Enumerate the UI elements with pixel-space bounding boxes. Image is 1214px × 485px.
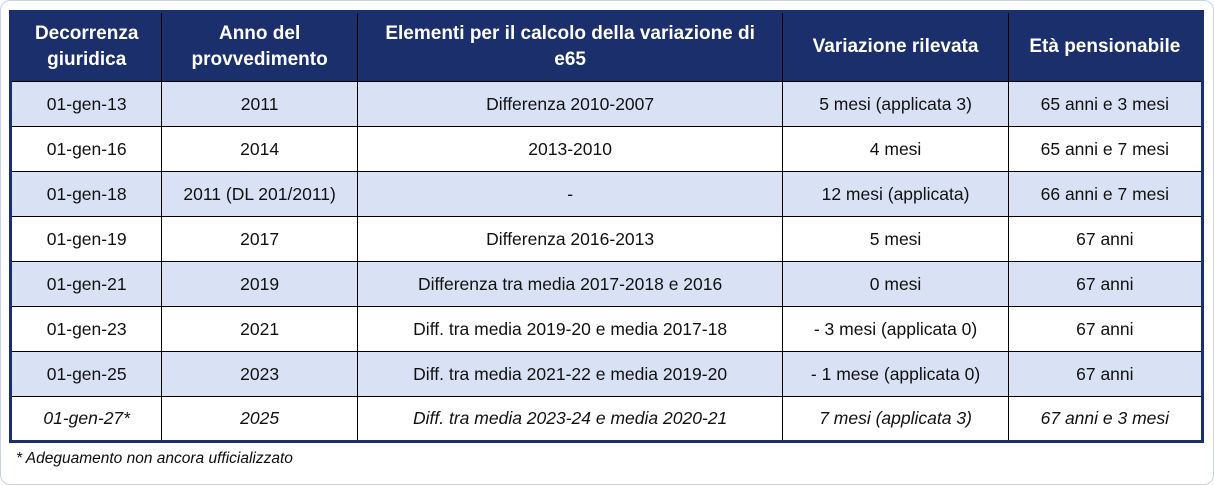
table-cell: - 1 mese (applicata 0) xyxy=(782,351,1009,397)
table-cell: 67 anni xyxy=(1007,261,1204,307)
table-cell: Differenza 2010-2007 xyxy=(356,81,784,127)
table-cell: 2021 xyxy=(161,306,358,352)
table-cell: 2023 xyxy=(161,351,358,397)
table-cell: Differenza 2016-2013 xyxy=(356,216,784,262)
table-cell: 67 anni e 3 mesi xyxy=(1007,396,1204,442)
table-body: 01-gen-13 2011 Differenza 2010-2007 5 me… xyxy=(9,81,1204,442)
table-cell: 01-gen-13 xyxy=(9,81,163,127)
table-cell: 2014 xyxy=(161,126,358,172)
table-cell: Diff. tra media 2023-24 e media 2020-21 xyxy=(356,396,784,442)
table-row: 01-gen-21 2019 Differenza tra media 2017… xyxy=(9,261,1204,307)
table-cell: 01-gen-18 xyxy=(9,171,163,217)
table-cell: Diff. tra media 2021-22 e media 2019-20 xyxy=(356,351,784,397)
table-cell: 2019 xyxy=(161,261,358,307)
table-cell: 12 mesi (applicata) xyxy=(782,171,1009,217)
table-cell: 2011 xyxy=(161,81,358,127)
table-cell: 01-gen-23 xyxy=(9,306,163,352)
footnote: * Adeguamento non ancora ufficializzato xyxy=(16,450,293,467)
table-row: 01-gen-27* 2025 Diff. tra media 2023-24 … xyxy=(9,396,1204,442)
table-cell: 2025 xyxy=(161,396,358,442)
table-cell: 2017 xyxy=(161,216,358,262)
table-cell: - xyxy=(356,171,784,217)
table-cell: 01-gen-16 xyxy=(9,126,163,172)
table-cell: 65 anni e 7 mesi xyxy=(1007,126,1204,172)
table-cell: 65 anni e 3 mesi xyxy=(1007,81,1204,127)
column-header-variazione: Variazione rilevata xyxy=(782,11,1009,82)
table-cell: 2013-2010 xyxy=(356,126,784,172)
table-row: 01-gen-16 2014 2013-2010 4 mesi 65 anni … xyxy=(9,126,1204,172)
table-cell: 67 anni xyxy=(1007,351,1204,397)
table-row: 01-gen-23 2021 Diff. tra media 2019-20 e… xyxy=(9,306,1204,352)
table-cell: Diff. tra media 2019-20 e media 2017-18 xyxy=(356,306,784,352)
table-cell: 0 mesi xyxy=(782,261,1009,307)
table-cell: 7 mesi (applicata 3) xyxy=(782,396,1009,442)
table-cell: 66 anni e 7 mesi xyxy=(1007,171,1204,217)
header-row: Decorrenza giuridica Anno del provvedime… xyxy=(9,11,1204,82)
table-cell: 01-gen-25 xyxy=(9,351,163,397)
table-cell: 67 anni xyxy=(1007,306,1204,352)
table-row: 01-gen-25 2023 Diff. tra media 2021-22 e… xyxy=(9,351,1204,397)
table-cell: 5 mesi xyxy=(782,216,1009,262)
table-row: 01-gen-19 2017 Differenza 2016-2013 5 me… xyxy=(9,216,1204,262)
table-cell: 01-gen-19 xyxy=(9,216,163,262)
column-header-eta: Età pensionabile xyxy=(1007,11,1204,82)
column-header-elementi: Elementi per il calcolo della variazione… xyxy=(356,11,784,82)
table-cell: 4 mesi xyxy=(782,126,1009,172)
table-row: 01-gen-18 2011 (DL 201/2011) - 12 mesi (… xyxy=(9,171,1204,217)
table-row: 01-gen-13 2011 Differenza 2010-2007 5 me… xyxy=(9,81,1204,127)
table-cell: 67 anni xyxy=(1007,216,1204,262)
table-cell: 2011 (DL 201/2011) xyxy=(161,171,358,217)
table-cell: 5 mesi (applicata 3) xyxy=(782,81,1009,127)
column-header-anno: Anno del provvedimento xyxy=(161,11,358,82)
pension-age-table: Decorrenza giuridica Anno del provvedime… xyxy=(9,10,1204,443)
column-header-decorrenza: Decorrenza giuridica xyxy=(9,11,163,82)
table-cell: - 3 mesi (applicata 0) xyxy=(782,306,1009,352)
table-cell: Differenza tra media 2017-2018 e 2016 xyxy=(356,261,784,307)
table-cell: 01-gen-21 xyxy=(9,261,163,307)
table-cell: 01-gen-27* xyxy=(9,396,163,442)
